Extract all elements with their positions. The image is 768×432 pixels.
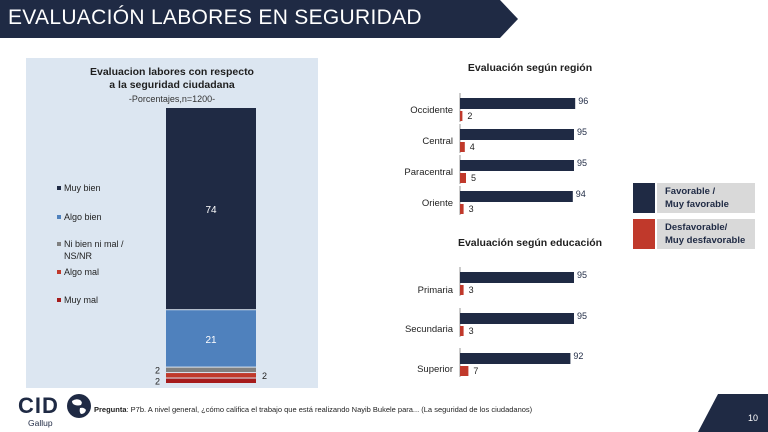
header-banner: EVALUACIÓN LABORES EN SEGURIDAD [0,0,518,38]
region-value-desfavorable-3: 3 [469,204,474,214]
education-bar-desfavorable-1 [460,326,464,336]
stacked-segment-3 [166,373,256,378]
region-bar-desfavorable-1 [460,142,465,152]
question-label: Pregunta [94,405,127,414]
legend-ni-bien-ni-mal: Ni bien ni mal / NS/NR [57,238,124,262]
legend-swatch [57,270,61,274]
globe-icon [67,394,91,418]
stacked-segment-2 [166,367,256,373]
legend-swatch [57,186,61,190]
legend-swatch [57,215,61,219]
page-title: EVALUACIÓN LABORES EN SEGURIDAD [8,6,422,29]
stacked-chart-title-line-1: Evaluacion labores con respecto [90,66,254,78]
legend-label: Muy bien [64,183,101,193]
legend-label: Muy mal [64,295,99,305]
legend-favorable: Favorable / Muy favorable [633,183,755,213]
legend-desfavorable-label: Desfavorable/ Muy desfavorable [657,219,755,249]
legend-desfavorable-line-2: Muy desfavorable [665,235,746,246]
education-bar-desfavorable-2 [460,366,469,376]
legend-desfavorable-line-1: Desfavorable/ [665,222,728,233]
education-value-desfavorable-1: 3 [469,326,474,336]
education-value-favorable-2: 92 [573,351,583,361]
legend-favorable-label: Favorable / Muy favorable [657,183,755,213]
stacked-segment-label-4: 2 [155,376,160,386]
page-number: 10 [747,413,758,423]
region-label-paracentral: Paracentral [404,167,453,178]
legend-favorable-line-1: Favorable / [665,186,716,197]
legend-label: Algo bien [64,212,102,222]
region-bar-favorable-2 [460,160,574,171]
education-label-primaria: Primaria [417,285,453,296]
stacked-segment-4 [166,378,256,383]
education-value-favorable-0: 95 [577,270,587,280]
education-value-favorable-1: 95 [577,311,587,321]
education-bar-favorable-0 [460,272,574,283]
region-label-central: Central [422,136,453,147]
region-value-desfavorable-1: 4 [470,142,475,152]
legend-muy-bien: Muy bien [57,182,101,194]
region-bar-favorable-1 [460,129,574,140]
region-value-desfavorable-2: 5 [471,173,476,183]
legend-swatch [57,242,61,246]
education-value-desfavorable-0: 3 [469,285,474,295]
corner-decoration [698,394,768,432]
education-bar-favorable-1 [460,313,574,324]
education-chart-title: Evaluación según educación [457,237,603,249]
education-label-superior: Superior [417,364,453,375]
stacked-segment-label-2: 2 [155,365,160,375]
region-value-favorable-3: 94 [576,189,586,199]
legend-desfavorable-swatch [633,219,655,249]
cid-gallup-logo: CID Gallup [18,393,91,429]
legend-muy-mal: Muy mal [57,294,99,306]
region-value-favorable-0: 96 [578,96,588,106]
legend-label: Ni bien ni mal / [64,239,124,249]
region-value-favorable-1: 95 [577,127,587,137]
region-chart-title: Evaluación según región [467,62,593,74]
legend-desfavorable: Desfavorable/ Muy desfavorable [633,219,755,249]
education-value-desfavorable-2: 7 [473,366,478,376]
stacked-chart-title-line-2: a la seguridad ciudadana [109,79,235,91]
stacked-chart-title: Evaluacion labores con respecto a la seg… [26,66,318,92]
region-bar-desfavorable-2 [460,173,466,183]
region-label-oriente: Oriente [421,198,453,209]
stacked-segment-label-1: 21 [205,335,217,346]
region-value-desfavorable-0: 2 [467,111,472,121]
stacked-segment-1 [166,310,256,367]
question-text: : P7b. A nivel general, ¿cómo califica e… [126,405,533,414]
region-value-favorable-2: 95 [577,158,587,168]
stacked-segment-label-3: 2 [262,371,267,381]
logo-text: CID [18,393,59,418]
education-bar-favorable-2 [460,353,571,364]
region-bar-desfavorable-0 [460,111,463,121]
legend-label-line-2: NS/NR [64,251,93,261]
education-label-secundaria: Secundaria [404,324,453,335]
region-bar-favorable-0 [460,98,576,109]
legend-label: Algo mal [64,267,100,277]
legend-favorable-swatch [633,183,655,213]
stacked-chart-subtitle: -Porcentajes,n=1200- [128,94,216,104]
region-label-occidente: Occidente [410,105,453,116]
stacked-segment-0 [166,108,256,310]
logo-subtext: Gallup [28,418,53,428]
region-bar-favorable-3 [460,191,573,202]
education-bar-desfavorable-0 [460,285,464,295]
question-footnote: Pregunta: P7b. A nivel general, ¿cómo ca… [94,405,532,414]
legend-favorable-line-2: Muy favorable [665,199,729,210]
legend-algo-bien: Algo bien [57,211,102,223]
stacked-chart-panel: Evaluacion labores con respecto a la seg… [26,58,318,388]
region-bar-desfavorable-3 [460,204,464,214]
banner-shape [0,0,518,38]
stacked-segment-label-0: 74 [205,205,217,216]
legend-swatch [57,298,61,302]
legend-algo-mal: Algo mal [57,266,100,278]
